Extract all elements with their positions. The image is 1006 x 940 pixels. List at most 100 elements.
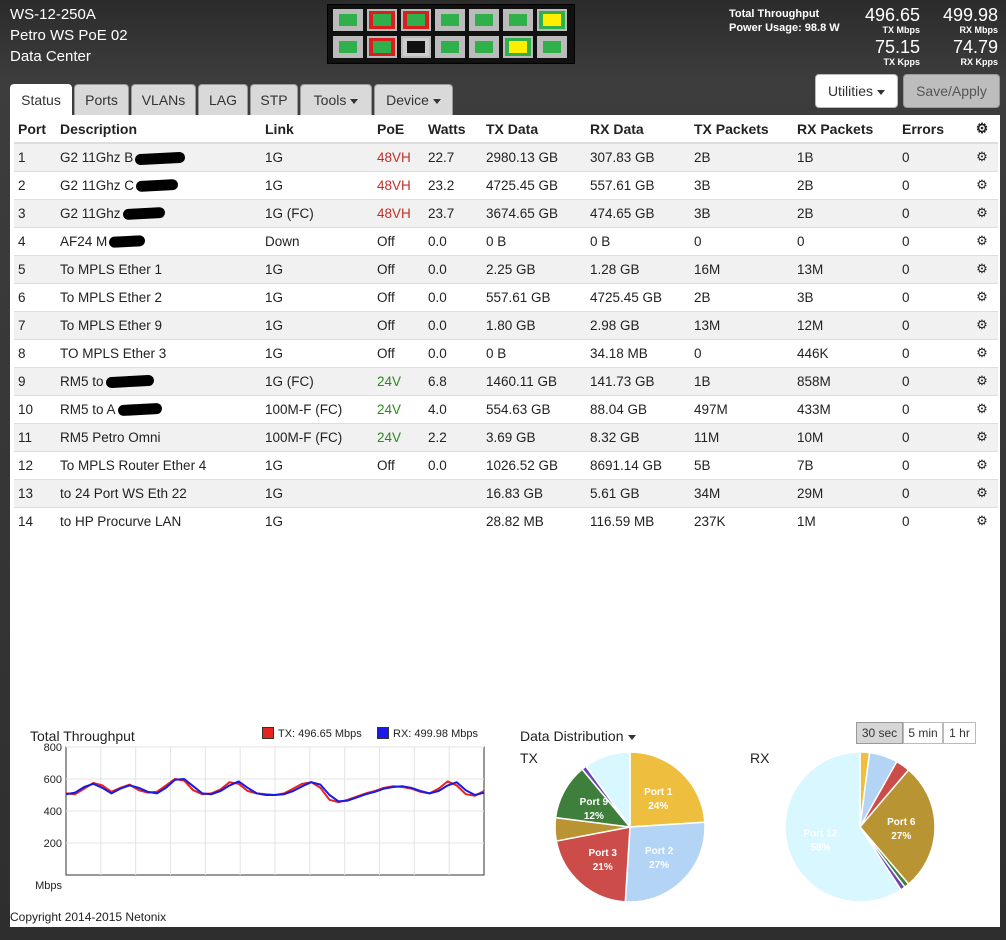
port-settings-gear-icon[interactable]: ⚙ [962, 366, 998, 395]
rx-packets: 858M [793, 366, 898, 395]
watts-value-text: 22.7 [428, 149, 455, 165]
table-row[interactable]: 9 RM5 to 1G (FC) 24V 6.8 1460.11 GB 141.73 GB 1… [14, 366, 998, 395]
port-number-text: 8 [18, 345, 26, 361]
watts-value-text: 23.2 [428, 177, 455, 193]
port-led-top-2[interactable] [367, 9, 397, 31]
pie-slice-percent: 58% [810, 843, 830, 854]
port-settings-gear-icon[interactable]: ⚙ [962, 394, 998, 423]
tx-packets: 497M [690, 394, 793, 423]
port-led-bottom-4[interactable] [435, 36, 465, 58]
tx-data: 1460.11 GB [482, 366, 586, 395]
rx-data: 1.28 GB [586, 254, 690, 283]
port-led-top-7[interactable] [537, 9, 567, 31]
port-led-top-4[interactable] [435, 9, 465, 31]
copyright-text: Copyright 2014-2015 Netonix [10, 910, 167, 924]
port-number-text: 4 [18, 233, 26, 249]
tx-data-text: 16.83 GB [486, 485, 544, 501]
pie-slice-label: Port 2 [645, 846, 674, 857]
port-jack-icon [475, 14, 493, 26]
table-row[interactable]: 7 To MPLS Ether 9 1G Off 0.0 1.80 GB 2.98 GB 13… [14, 310, 998, 339]
port-settings-gear-icon[interactable]: ⚙ [962, 338, 998, 367]
port-description-text: To MPLS Ether 9 [60, 317, 163, 333]
port-led-bottom-5[interactable] [469, 36, 499, 58]
rx-packets-text: 858M [797, 373, 831, 389]
time-5min-button[interactable]: 5 min [903, 722, 943, 744]
port-led-bottom-6[interactable] [503, 36, 533, 58]
tx-pie-chart: Port 1 24% Port 2 27% Port 3 21% Port 9 12% [554, 751, 706, 903]
link-status-text: 100M-F (FC) [265, 401, 343, 417]
port-led-top-6[interactable] [503, 9, 533, 31]
table-row[interactable]: 3 G2 11Ghz 1G (FC) 48VH 23.7 3674.65 GB 474.65… [14, 198, 998, 227]
link-status: 1G [261, 506, 373, 535]
port-settings-gear-icon[interactable]: ⚙ [962, 142, 998, 171]
pie-slice-percent: 12% [584, 811, 604, 822]
port-settings-gear-icon[interactable]: ⚙ [962, 254, 998, 283]
table-row[interactable]: 4 AF24 M Down Off 0.0 0 B 0 B 0 0 0 ⚙ [14, 226, 998, 255]
port-settings-gear-icon[interactable]: ⚙ [962, 478, 998, 507]
save-apply-button[interactable]: Save/Apply [903, 74, 1000, 108]
pie-slice [784, 751, 902, 903]
port-number: 7 [14, 310, 56, 339]
time-1hr-button[interactable]: 1 hr [943, 722, 976, 744]
table-row[interactable]: 8 TO MPLS Ether 3 1G Off 0.0 0 B 34.18 MB 0 446K… [14, 338, 998, 367]
redaction-mark [135, 179, 179, 193]
port-settings-gear-icon[interactable]: ⚙ [962, 282, 998, 311]
port-led-top-3[interactable] [401, 9, 431, 31]
port-description: RM5 to A [56, 394, 261, 423]
tab-device[interactable]: Device [374, 84, 453, 116]
port-led-bottom-1[interactable] [333, 36, 363, 58]
port-settings-gear-icon[interactable]: ⚙ [962, 422, 998, 451]
tab-stp[interactable]: STP [250, 84, 298, 116]
errors-count: 0 [898, 198, 962, 227]
pie-slice [629, 751, 706, 828]
port-led-top-1[interactable] [333, 9, 363, 31]
port-jack-icon [441, 41, 459, 53]
tab-ports[interactable]: Ports [74, 84, 129, 116]
tab-status[interactable]: Status [10, 84, 72, 117]
time-30sec-button[interactable]: 30 sec [856, 722, 903, 744]
port-settings-gear-icon[interactable]: ⚙ [962, 226, 998, 255]
port-settings-gear-icon[interactable]: ⚙ [962, 450, 998, 479]
port-number-text: 11 [18, 429, 33, 445]
utilities-button[interactable]: Utilities [815, 74, 898, 108]
table-row[interactable]: 11 RM5 Petro Omni 100M-F (FC) 24V 2.2 3.69 GB… [14, 422, 998, 451]
poe-status-text: 48VH [377, 205, 411, 221]
tab-tools[interactable]: Tools [300, 84, 372, 116]
poe-status: Off [373, 226, 424, 255]
rx-mbps-value: 499.98 [942, 5, 998, 25]
port-led-top-5[interactable] [469, 9, 499, 31]
table-row[interactable]: 1 G2 11Ghz B 1G 48VH 22.7 2980.13 GB 307.83 GB… [14, 142, 998, 171]
port-settings-gear-icon[interactable]: ⚙ [962, 310, 998, 339]
table-row[interactable]: 5 To MPLS Ether 1 1G Off 0.0 2.25 GB 1.28 GB 16… [14, 254, 998, 283]
table-row[interactable]: 12 To MPLS Router Ether 4 1G Off 0.0 1026.52 … [14, 450, 998, 479]
y-tick-label: 800 [44, 743, 62, 754]
tx-packets: 0 [690, 338, 793, 367]
tab-vlans[interactable]: VLANs [131, 84, 196, 116]
port-settings-gear-icon[interactable]: ⚙ [962, 198, 998, 227]
table-row[interactable]: 10 RM5 to A 100M-F (FC) 24V 4.0 554.63 GB 88.0… [14, 394, 998, 423]
link-status-text: 100M-F (FC) [265, 429, 343, 445]
pie-slice-percent: 24% [648, 801, 668, 812]
table-row[interactable]: 13 to 24 Port WS Eth 22 1G 16.83 GB 5.61 GB 3… [14, 478, 998, 507]
table-row[interactable]: 14 to HP Procurve LAN 1G 28.82 MB 116.59 MB 2… [14, 506, 998, 535]
port-number-text: 12 [18, 457, 34, 473]
port-led-bottom-3[interactable] [401, 36, 431, 58]
port-settings-gear-icon[interactable]: ⚙ [962, 170, 998, 199]
port-led-bottom-7[interactable] [537, 36, 567, 58]
rx-data-text: 88.04 GB [590, 401, 648, 417]
table-row[interactable]: 2 G2 11Ghz C 1G 48VH 23.2 4725.45 GB 557.61 GB… [14, 170, 998, 199]
port-number-text: 14 [18, 513, 34, 529]
port-jack-icon [543, 41, 561, 53]
port-rows: 1 G2 11Ghz B 1G 48VH 22.7 2980.13 GB 307.83 GB… [14, 142, 998, 535]
tab-lag[interactable]: LAG [198, 84, 248, 116]
data-distribution-dropdown[interactable]: Data Distribution [520, 728, 636, 744]
rx-data: 5.61 GB [586, 478, 690, 507]
tx-packets-text: 0 [694, 345, 702, 361]
tx-packets: 11M [690, 422, 793, 451]
poe-status-text: Off [377, 289, 395, 305]
port-led-bottom-2[interactable] [367, 36, 397, 58]
port-settings-gear-icon[interactable]: ⚙ [962, 506, 998, 535]
table-row[interactable]: 6 To MPLS Ether 2 1G Off 0.0 557.61 GB 4725.45… [14, 282, 998, 311]
tx-data: 3.69 GB [482, 422, 586, 451]
settings-gear-icon[interactable]: ⚙ [962, 115, 998, 144]
